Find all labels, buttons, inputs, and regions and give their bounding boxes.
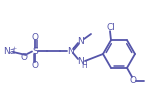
Text: Cl: Cl — [107, 23, 115, 32]
Text: S: S — [32, 46, 38, 55]
Text: O: O — [20, 53, 28, 62]
Text: +: + — [11, 46, 17, 51]
Text: O: O — [32, 60, 39, 69]
Text: O: O — [32, 33, 39, 41]
Text: Na: Na — [3, 46, 15, 55]
Text: N: N — [78, 36, 84, 45]
Text: O: O — [129, 76, 136, 85]
Text: H: H — [82, 60, 87, 69]
Text: N: N — [67, 46, 73, 55]
Text: N: N — [78, 57, 84, 65]
